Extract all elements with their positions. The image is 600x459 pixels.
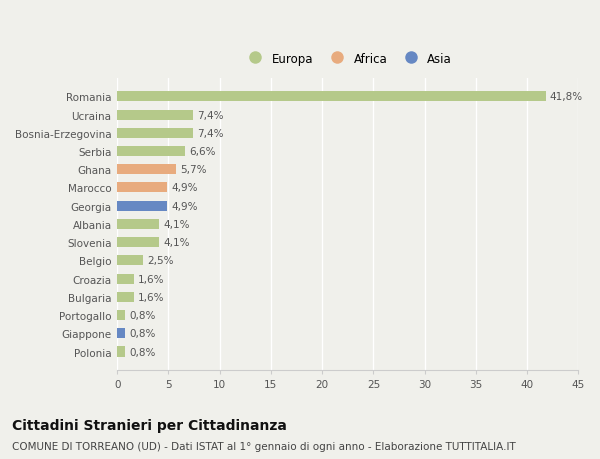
Bar [117,201,167,211]
Bar [117,110,193,120]
Text: 7,4%: 7,4% [197,110,224,120]
Text: 1,6%: 1,6% [137,292,164,302]
Text: 41,8%: 41,8% [550,92,583,102]
Text: 0,8%: 0,8% [130,329,156,339]
Text: 5,7%: 5,7% [179,165,206,175]
Bar [117,238,159,247]
Text: 7,4%: 7,4% [197,129,224,139]
Legend: Europa, Africa, Asia: Europa, Africa, Asia [239,48,457,70]
Text: 2,5%: 2,5% [147,256,173,266]
Bar [117,219,159,230]
Bar [117,147,185,157]
Text: 6,6%: 6,6% [189,147,215,157]
Text: 0,8%: 0,8% [130,310,156,320]
Bar [117,347,125,357]
Text: 0,8%: 0,8% [130,347,156,357]
Bar [117,292,134,302]
Bar [117,310,125,320]
Bar [117,256,143,266]
Text: 4,1%: 4,1% [163,219,190,230]
Text: 1,6%: 1,6% [137,274,164,284]
Text: COMUNE DI TORREANO (UD) - Dati ISTAT al 1° gennaio di ogni anno - Elaborazione T: COMUNE DI TORREANO (UD) - Dati ISTAT al … [12,441,516,451]
Bar [117,129,193,139]
Bar [117,165,176,175]
Text: 4,1%: 4,1% [163,238,190,247]
Bar [117,92,545,102]
Bar [117,183,167,193]
Text: Cittadini Stranieri per Cittadinanza: Cittadini Stranieri per Cittadinanza [12,418,287,431]
Text: 4,9%: 4,9% [172,183,198,193]
Bar [117,329,125,339]
Text: 4,9%: 4,9% [172,201,198,211]
Bar [117,274,134,284]
